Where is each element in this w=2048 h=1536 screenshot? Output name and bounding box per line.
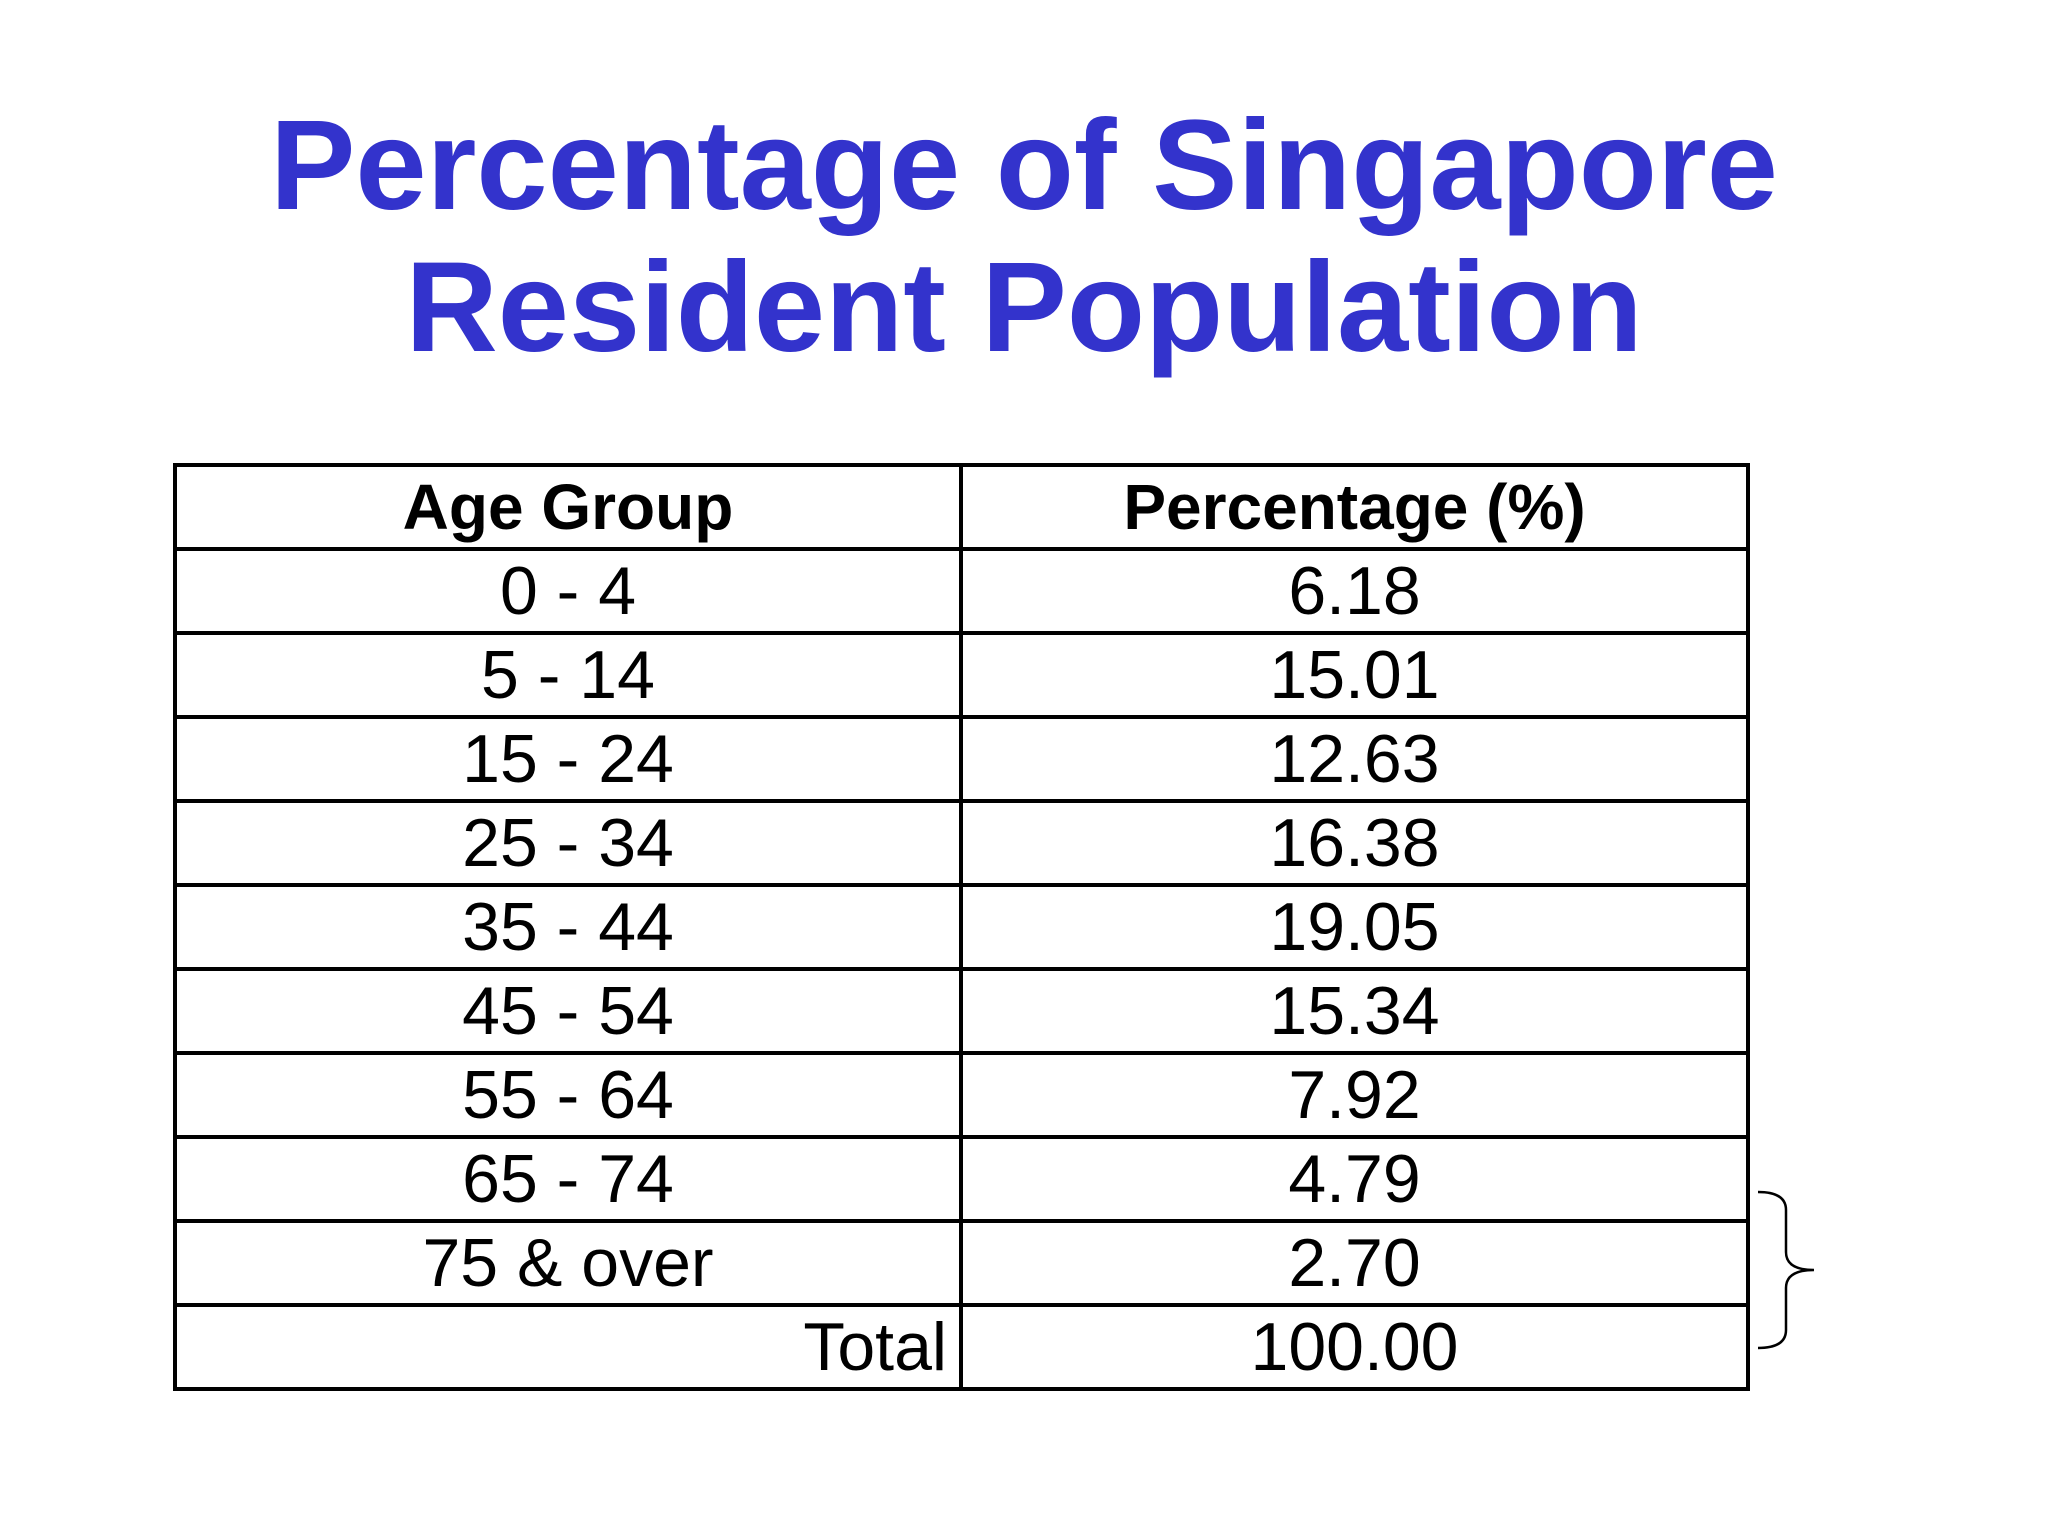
total-label: Total	[173, 1303, 963, 1391]
age-cell: 65 - 74	[173, 1135, 963, 1223]
header-percentage: Percentage (%)	[959, 463, 1750, 551]
table-row: 65 - 74 4.79	[173, 1135, 1750, 1223]
table-row: 75 & over 2.70	[173, 1219, 1750, 1307]
age-cell: 25 - 34	[173, 799, 963, 887]
title-line-2: Resident Population	[405, 236, 1643, 379]
title-line-1: Percentage of Singapore	[270, 94, 1778, 237]
age-cell: 35 - 44	[173, 883, 963, 971]
percentage-cell: 15.01	[959, 631, 1750, 719]
table-row: 0 - 4 6.18	[173, 547, 1750, 635]
age-cell: 15 - 24	[173, 715, 963, 803]
percentage-cell: 6.18	[959, 547, 1750, 635]
age-cell: 0 - 4	[173, 547, 963, 635]
percentage-cell: 12.63	[959, 715, 1750, 803]
population-table: Age Group Percentage (%) 0 - 4 6.18 5 - …	[173, 463, 1750, 1391]
curly-brace-icon	[1757, 1190, 1815, 1350]
percentage-cell: 19.05	[959, 883, 1750, 971]
total-value: 100.00	[959, 1303, 1750, 1391]
percentage-cell: 4.79	[959, 1135, 1750, 1223]
slide-title: Percentage of Singapore Resident Populat…	[0, 95, 2048, 379]
table-header-row: Age Group Percentage (%)	[173, 463, 1750, 551]
table-row: 55 - 64 7.92	[173, 1051, 1750, 1139]
age-cell: 75 & over	[173, 1219, 963, 1307]
percentage-cell: 15.34	[959, 967, 1750, 1055]
table-row: 5 - 14 15.01	[173, 631, 1750, 719]
percentage-cell: 2.70	[959, 1219, 1750, 1307]
percentage-cell: 7.92	[959, 1051, 1750, 1139]
header-age-group: Age Group	[173, 463, 963, 551]
table-row: 45 - 54 15.34	[173, 967, 1750, 1055]
table-row: 25 - 34 16.38	[173, 799, 1750, 887]
table-row: 35 - 44 19.05	[173, 883, 1750, 971]
total-row: Total 100.00	[173, 1303, 1750, 1391]
age-cell: 45 - 54	[173, 967, 963, 1055]
table-row: 15 - 24 12.63	[173, 715, 1750, 803]
percentage-cell: 16.38	[959, 799, 1750, 887]
age-cell: 5 - 14	[173, 631, 963, 719]
age-cell: 55 - 64	[173, 1051, 963, 1139]
